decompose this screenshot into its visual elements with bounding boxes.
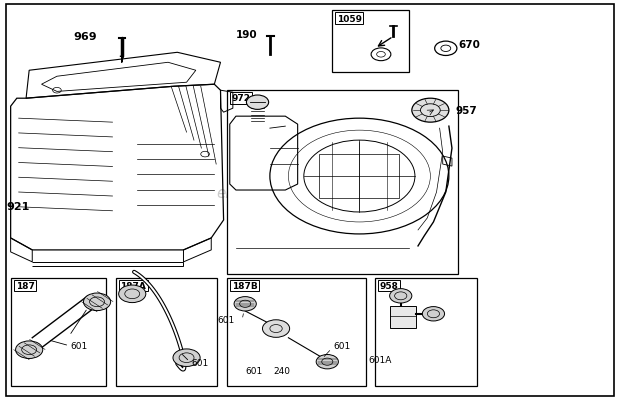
Text: 601: 601 [218,316,235,324]
Circle shape [389,289,412,303]
Text: 187B: 187B [232,282,257,290]
Bar [227,91,458,274]
Circle shape [412,99,449,123]
Text: 601A: 601A [369,355,392,364]
Bar [332,11,409,73]
Text: 1059: 1059 [337,14,361,24]
Circle shape [316,354,339,369]
Text: 601: 601 [192,358,209,367]
Text: 972: 972 [232,94,250,103]
Bar [115,278,218,386]
Text: 601: 601 [246,367,263,375]
Text: 670: 670 [458,39,480,49]
Text: 957: 957 [455,106,477,116]
Circle shape [173,349,200,367]
Text: 190: 190 [236,30,257,40]
Bar [390,306,416,328]
Text: 921: 921 [6,201,30,211]
Circle shape [246,96,268,110]
Circle shape [84,293,110,311]
Circle shape [234,297,256,311]
Text: 601: 601 [334,341,351,350]
Text: 601: 601 [71,341,88,350]
Text: eReplacementParts.com: eReplacementParts.com [216,185,404,200]
Text: 958: 958 [379,282,399,290]
Bar [227,278,366,386]
Circle shape [262,320,290,338]
Bar [11,278,106,386]
Bar [319,155,399,198]
Text: 969: 969 [73,31,97,41]
Text: 240: 240 [273,367,290,375]
Text: 187: 187 [16,282,35,290]
Text: 187A: 187A [120,282,146,290]
Circle shape [422,307,445,321]
Circle shape [16,341,43,358]
Circle shape [118,286,146,303]
Bar [375,278,477,386]
